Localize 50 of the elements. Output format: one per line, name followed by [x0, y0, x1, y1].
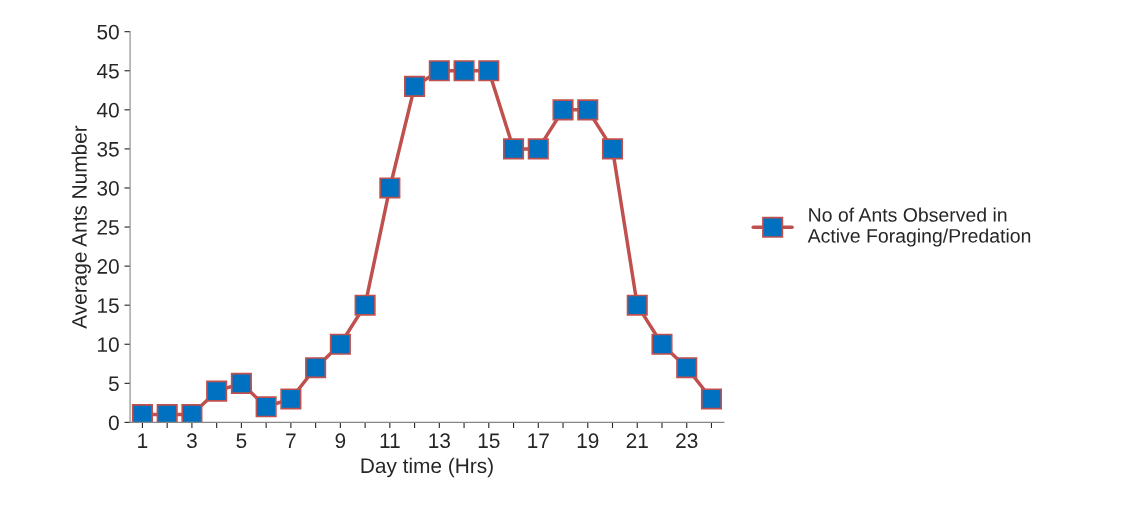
- point: [700, 388, 723, 410]
- x-tick-label: 9: [335, 433, 346, 449]
- x-tick-label: 17: [528, 433, 549, 448]
- y-tick-label: 15: [98, 298, 119, 313]
- point: [280, 388, 302, 410]
- y-tick-label: 30: [97, 180, 119, 196]
- point: [601, 138, 624, 160]
- y-tick-label: 45: [96, 63, 119, 79]
- point: [206, 380, 228, 402]
- point: [404, 75, 426, 97]
- point: [478, 60, 500, 82]
- point: [156, 404, 178, 423]
- point: [428, 60, 450, 82]
- x-tick-label: 3: [186, 433, 197, 449]
- point: [181, 404, 203, 423]
- x-tick-label: 19: [577, 433, 599, 449]
- point: [552, 99, 574, 121]
- y-tick-label: 0: [108, 415, 119, 431]
- point: [305, 357, 327, 379]
- x-tick-label: 11: [380, 433, 400, 448]
- point: [676, 357, 698, 379]
- point: [379, 177, 401, 199]
- x-tick-label: 23: [676, 433, 698, 449]
- x-tick-label: 1: [138, 433, 148, 448]
- point: [577, 99, 599, 121]
- x-tick-label: 21: [626, 433, 648, 448]
- point: [329, 333, 351, 355]
- x-tick-label: 7: [286, 433, 296, 448]
- point: [230, 372, 252, 394]
- point: [131, 404, 153, 423]
- x-axis-title: Day time (Hrs): [361, 457, 493, 478]
- y-tick-label: 25: [97, 220, 119, 235]
- y-tick-label: 50: [97, 24, 119, 40]
- y-tick-label: 10: [98, 337, 119, 353]
- x-tick-label: 13: [429, 433, 450, 449]
- y-tick-label: 40: [96, 102, 119, 118]
- point: [354, 294, 376, 316]
- point: [255, 396, 277, 418]
- point: [626, 294, 648, 316]
- point: [651, 333, 673, 355]
- y-axis-title: Average Ants Number: [71, 125, 91, 329]
- x-tick-label: 5: [236, 433, 247, 449]
- point: [453, 60, 475, 82]
- point: [502, 138, 525, 160]
- y-tick-label: 20: [97, 259, 119, 274]
- legend-label: No of Ants Observed in Active Foraging/Predation: [807, 207, 1031, 247]
- x-tick-label: 15: [478, 433, 500, 449]
- y-tick-label: 5: [108, 376, 119, 392]
- point: [527, 138, 549, 160]
- y-tick-label: 35: [97, 141, 119, 157]
